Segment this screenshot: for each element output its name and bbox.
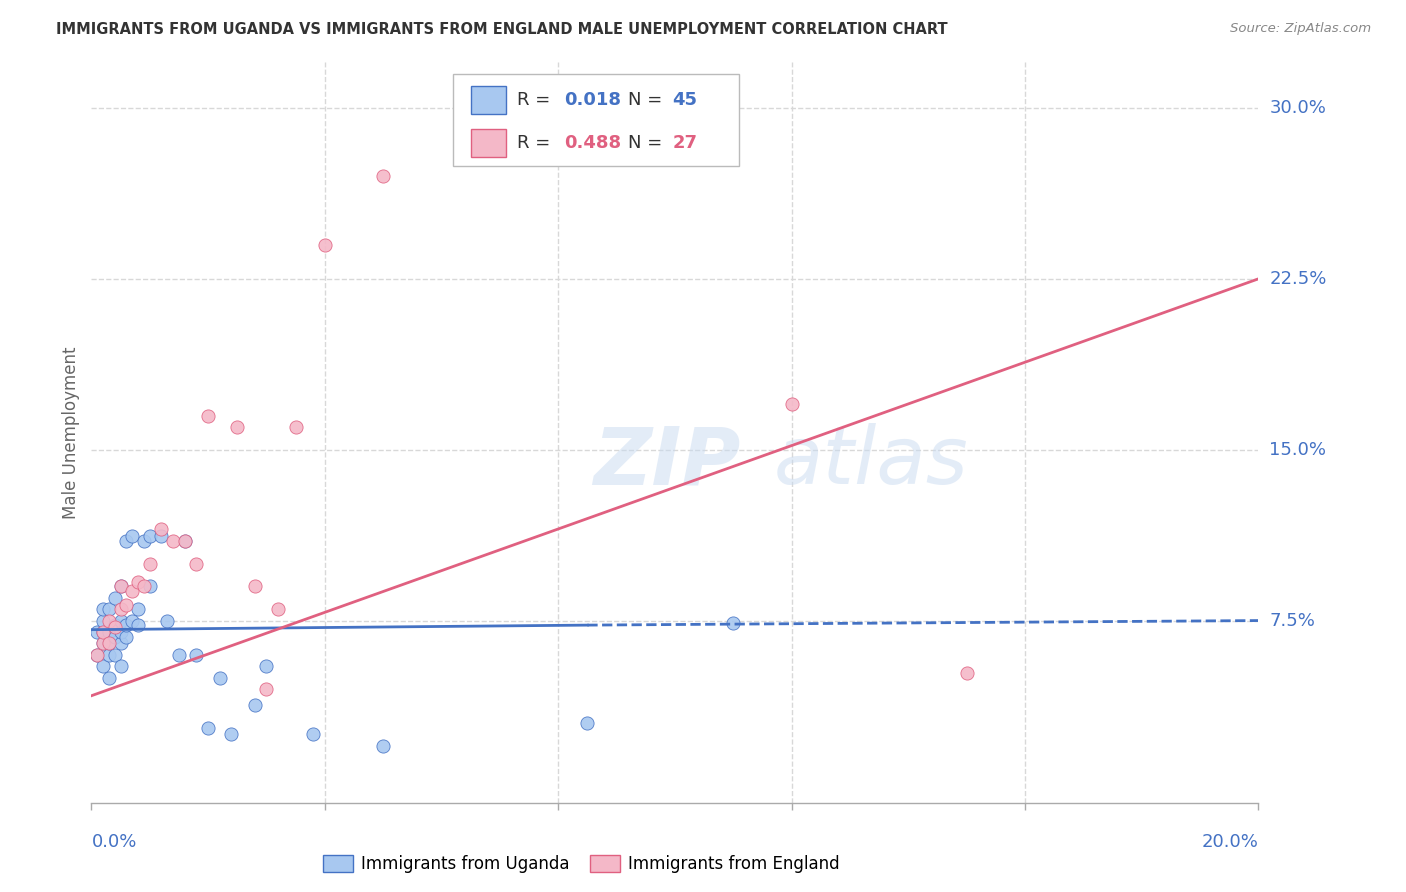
Point — [150, 523, 173, 537]
Text: 7.5%: 7.5% — [1270, 612, 1316, 630]
Point — [115, 533, 138, 548]
Text: 0.0%: 0.0% — [91, 833, 136, 851]
Point — [173, 533, 195, 548]
Point — [138, 529, 162, 543]
Point — [104, 591, 127, 605]
Point — [371, 169, 394, 184]
Point — [162, 533, 184, 548]
Point — [132, 579, 155, 593]
Point — [243, 698, 266, 712]
Text: IMMIGRANTS FROM UGANDA VS IMMIGRANTS FROM ENGLAND MALE UNEMPLOYMENT CORRELATION : IMMIGRANTS FROM UGANDA VS IMMIGRANTS FRO… — [56, 22, 948, 37]
Text: 22.5%: 22.5% — [1270, 270, 1327, 288]
Text: 0.488: 0.488 — [564, 134, 621, 152]
Point — [127, 618, 149, 632]
Text: 30.0%: 30.0% — [1270, 99, 1326, 117]
Point — [110, 602, 132, 616]
Point — [86, 624, 108, 639]
Point — [956, 665, 979, 680]
Point — [167, 648, 190, 662]
Point — [780, 397, 803, 411]
Text: atlas: atlas — [775, 423, 969, 501]
Text: R =: R = — [517, 91, 557, 110]
Y-axis label: Male Unemployment: Male Unemployment — [62, 346, 80, 519]
Point — [254, 659, 277, 673]
Point — [115, 598, 138, 612]
Text: N =: N = — [628, 91, 668, 110]
Text: 45: 45 — [672, 91, 697, 110]
Point — [97, 614, 120, 628]
Text: 15.0%: 15.0% — [1270, 441, 1326, 458]
Point — [121, 583, 143, 598]
Point — [91, 614, 114, 628]
Point — [110, 614, 132, 628]
Point — [97, 624, 120, 639]
FancyBboxPatch shape — [453, 73, 740, 166]
Point — [110, 636, 132, 650]
Point — [121, 529, 143, 543]
Point — [91, 624, 114, 639]
Point — [97, 648, 120, 662]
Point — [243, 579, 266, 593]
FancyBboxPatch shape — [471, 87, 506, 114]
Point — [371, 739, 394, 753]
Text: ZIP: ZIP — [593, 423, 741, 501]
Point — [104, 648, 127, 662]
Text: 0.018: 0.018 — [564, 91, 621, 110]
Text: 27: 27 — [672, 134, 697, 152]
Point — [121, 614, 143, 628]
Text: Source: ZipAtlas.com: Source: ZipAtlas.com — [1230, 22, 1371, 36]
Point — [97, 636, 120, 650]
Point — [723, 615, 745, 630]
Point — [127, 574, 149, 589]
Point — [127, 602, 149, 616]
Point — [138, 579, 162, 593]
Point — [208, 671, 231, 685]
Point — [138, 557, 162, 571]
Point — [110, 579, 132, 593]
Point — [91, 602, 114, 616]
FancyBboxPatch shape — [471, 128, 506, 157]
Text: 20.0%: 20.0% — [1202, 833, 1258, 851]
Legend: Immigrants from Uganda, Immigrants from England: Immigrants from Uganda, Immigrants from … — [316, 848, 846, 880]
Point — [115, 630, 138, 644]
Point — [197, 721, 219, 735]
Point — [91, 624, 114, 639]
Point — [97, 602, 120, 616]
Point — [91, 659, 114, 673]
Point — [104, 620, 127, 634]
Point — [86, 648, 108, 662]
Point — [104, 630, 127, 644]
Point — [197, 409, 219, 423]
Point — [254, 681, 277, 696]
Point — [267, 602, 290, 616]
Point — [150, 529, 173, 543]
Text: N =: N = — [628, 134, 668, 152]
Point — [110, 624, 132, 639]
Point — [110, 659, 132, 673]
Point — [86, 648, 108, 662]
Point — [576, 716, 599, 731]
Point — [186, 557, 208, 571]
Point — [97, 636, 120, 650]
Point — [104, 618, 127, 632]
Point — [132, 533, 155, 548]
Point — [91, 636, 114, 650]
Point — [284, 420, 307, 434]
Point — [221, 727, 243, 741]
Text: R =: R = — [517, 134, 557, 152]
Point — [91, 636, 114, 650]
Point — [314, 237, 336, 252]
Point — [186, 648, 208, 662]
Point — [302, 727, 325, 741]
Point — [156, 614, 179, 628]
Point — [97, 671, 120, 685]
Point — [226, 420, 249, 434]
Point — [173, 533, 195, 548]
Point — [115, 618, 138, 632]
Point — [110, 579, 132, 593]
